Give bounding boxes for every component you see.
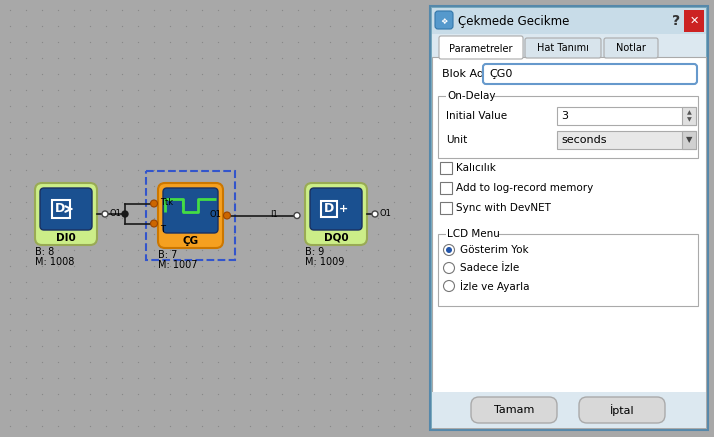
Bar <box>446 91 494 101</box>
Bar <box>446 229 498 239</box>
FancyBboxPatch shape <box>579 397 665 423</box>
Bar <box>438 96 698 158</box>
Bar <box>52 200 70 218</box>
Bar <box>430 6 708 430</box>
Text: Blok Adı: Blok Adı <box>442 69 487 79</box>
Text: seconds: seconds <box>561 135 606 145</box>
Text: Hat Tanımı: Hat Tanımı <box>537 43 589 53</box>
Text: O1: O1 <box>109 208 121 218</box>
FancyBboxPatch shape <box>310 188 362 230</box>
Text: O1: O1 <box>379 208 391 218</box>
Text: M: 1008: M: 1008 <box>35 257 74 267</box>
Text: Notlar: Notlar <box>616 43 646 53</box>
Text: DQ0: DQ0 <box>323 233 348 243</box>
FancyBboxPatch shape <box>305 183 367 245</box>
Circle shape <box>294 212 300 218</box>
Text: D: D <box>324 202 334 215</box>
Bar <box>682 131 696 149</box>
Bar <box>440 162 452 174</box>
Circle shape <box>102 211 108 217</box>
Bar <box>432 57 706 428</box>
Circle shape <box>443 281 455 291</box>
Text: ✕: ✕ <box>689 16 699 26</box>
Bar <box>557 107 696 125</box>
Circle shape <box>443 263 455 274</box>
Text: LCD Menu: LCD Menu <box>447 229 500 239</box>
Bar <box>432 8 706 34</box>
Circle shape <box>151 220 158 227</box>
Text: M: 1009: M: 1009 <box>305 257 344 267</box>
FancyBboxPatch shape <box>435 11 453 29</box>
Text: Sadece İzle: Sadece İzle <box>460 263 519 273</box>
Text: Gösterim Yok: Gösterim Yok <box>460 245 528 255</box>
FancyBboxPatch shape <box>163 188 218 233</box>
Circle shape <box>446 247 452 253</box>
Circle shape <box>443 244 455 256</box>
Bar <box>432 34 706 428</box>
Circle shape <box>223 212 231 219</box>
Text: Parametreler: Parametreler <box>449 44 513 54</box>
Text: Çekmede Gecikme: Çekmede Gecikme <box>458 14 569 28</box>
Text: ❖: ❖ <box>441 17 448 25</box>
Text: ÇG: ÇG <box>183 236 198 246</box>
Bar <box>440 202 452 214</box>
Text: ▼: ▼ <box>687 118 691 122</box>
FancyBboxPatch shape <box>471 397 557 423</box>
Text: +: + <box>338 204 348 214</box>
Text: İzle ve Ayarla: İzle ve Ayarla <box>460 280 530 292</box>
FancyBboxPatch shape <box>35 183 97 245</box>
Text: ?: ? <box>672 14 680 28</box>
Circle shape <box>372 211 378 217</box>
Text: B: 8: B: 8 <box>35 247 54 257</box>
FancyBboxPatch shape <box>40 188 92 230</box>
Text: I1: I1 <box>270 210 278 219</box>
FancyBboxPatch shape <box>604 38 658 58</box>
Text: B: 7: B: 7 <box>158 250 177 260</box>
Bar <box>557 131 696 149</box>
Bar <box>432 392 706 428</box>
Bar <box>438 234 698 306</box>
Bar <box>684 10 704 32</box>
Text: On-Delay: On-Delay <box>447 91 496 101</box>
Bar <box>146 171 235 260</box>
Text: M: 1007: M: 1007 <box>158 260 198 270</box>
FancyBboxPatch shape <box>525 38 601 58</box>
FancyBboxPatch shape <box>158 183 223 248</box>
Text: Kalıcılık: Kalıcılık <box>456 163 496 173</box>
FancyBboxPatch shape <box>439 36 523 59</box>
Text: Sync with DevNET: Sync with DevNET <box>456 203 551 213</box>
Text: Unit: Unit <box>446 135 467 145</box>
Text: ▲: ▲ <box>687 111 691 115</box>
Text: O1: O1 <box>209 210 221 219</box>
Text: İptal: İptal <box>610 404 634 416</box>
Circle shape <box>122 211 128 217</box>
Text: DI0: DI0 <box>56 233 76 243</box>
Text: Ttk: Ttk <box>160 198 173 207</box>
Circle shape <box>151 200 158 207</box>
Text: T: T <box>160 225 165 233</box>
Text: D: D <box>55 202 65 215</box>
Text: Add to log-record memory: Add to log-record memory <box>456 183 593 193</box>
Text: 3: 3 <box>561 111 568 121</box>
FancyBboxPatch shape <box>483 64 697 84</box>
Text: ÇG0: ÇG0 <box>489 69 513 79</box>
Bar <box>682 107 696 125</box>
Bar <box>440 182 452 194</box>
Bar <box>321 201 337 217</box>
Text: Initial Value: Initial Value <box>446 111 507 121</box>
Text: Tamam: Tamam <box>494 405 534 415</box>
Text: ▼: ▼ <box>685 135 693 145</box>
Text: B: 9: B: 9 <box>305 247 324 257</box>
